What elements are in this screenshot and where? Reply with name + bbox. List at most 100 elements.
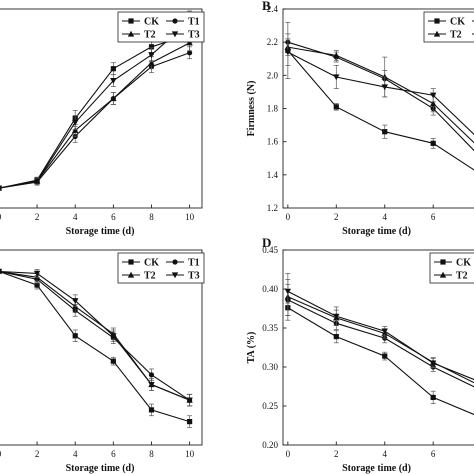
legend-label: T2: [450, 30, 462, 41]
y-tick-label: 0.25: [262, 401, 278, 411]
series-line: [287, 307, 474, 416]
legend-box: [117, 252, 205, 284]
plot-frame: [0, 8, 203, 209]
legend-swatch-marker: [433, 30, 441, 37]
x-tick-label: 4: [382, 449, 387, 459]
x-tick-label: 4: [73, 212, 78, 222]
series-ck: [285, 299, 474, 416]
data-point: [429, 360, 437, 367]
data-point: [34, 282, 40, 288]
series-line: [0, 270, 190, 401]
data-point: [110, 78, 117, 84]
panel-d: 0 2 4 6 0.20 0.25 0.30 0.35 0.40 0.45 Storage time…: [246, 235, 474, 474]
series-line: [287, 46, 474, 144]
x-axis-title: Storage time (d): [66, 226, 135, 237]
legend-swatch-marker: [128, 18, 134, 24]
series-t2: [0, 269, 193, 407]
data-point: [148, 59, 155, 66]
data-point: [110, 66, 116, 72]
x-axis-title: Storage time (d): [66, 463, 135, 474]
series-t3: [284, 279, 474, 381]
series-t1: [285, 33, 474, 152]
x-tick-label: 2: [35, 449, 40, 459]
data-point: [0, 186, 3, 191]
panel-a: 0 2 4 6 8 10 Storage time (d) CK T1 T2 T3: [0, 8, 205, 237]
x-axis-title: Storage time (d): [342, 463, 411, 474]
x-tick-label: 8: [149, 449, 154, 459]
series-line: [0, 20, 190, 189]
legend-label: T3: [188, 271, 200, 282]
x-tick-label: 6: [111, 449, 116, 459]
x-tick-label: 6: [431, 449, 436, 459]
data-point: [429, 92, 437, 99]
data-point: [381, 328, 388, 335]
data-point: [333, 104, 339, 110]
panel-c: 0 2 4 6 8 10 Storage time (d) CK T1 T2 T3: [0, 249, 205, 474]
legend-label: CK: [144, 17, 159, 28]
series-line: [287, 299, 474, 388]
y-tick-label: 2.2: [267, 37, 278, 47]
data-point: [33, 270, 41, 277]
legend-swatch-marker: [128, 259, 134, 265]
data-point: [110, 333, 117, 339]
data-point: [284, 49, 292, 56]
y-tick-label: 0.45: [262, 245, 278, 255]
data-point: [284, 288, 292, 295]
series-t1: [285, 283, 474, 388]
x-tick-label: 4: [73, 449, 78, 459]
data-point: [0, 268, 3, 273]
data-point: [33, 178, 41, 185]
x-tick-label: 0: [286, 449, 291, 459]
legend-box: [423, 11, 474, 43]
legend-swatch-marker: [127, 271, 135, 278]
legend-label: T1: [188, 17, 200, 28]
legend-label: CK: [144, 258, 159, 269]
data-point: [333, 52, 340, 59]
x-tick-label: 10: [185, 212, 195, 222]
y-tick-label: 2.4: [267, 4, 279, 14]
legend-box: [429, 252, 474, 284]
series-line: [0, 42, 190, 189]
y-tick-label: 2.0: [267, 70, 279, 80]
series-t1: [0, 269, 193, 407]
series-line: [0, 271, 190, 401]
x-tick-label: 0: [0, 449, 2, 459]
y-tick-label: 0.35: [262, 323, 278, 333]
series-t2: [0, 34, 193, 191]
panel-b: 0 2 4 6 1.2 1.4 1.6 1.8 2.0 2.2 2.4 Storage time (d…: [246, 0, 474, 237]
data-point: [187, 50, 193, 56]
y-tick-label: 1.2: [267, 203, 278, 213]
data-point: [187, 419, 193, 425]
data-point: [186, 39, 193, 46]
x-tick-label: 6: [431, 212, 436, 222]
data-point: [333, 333, 339, 340]
series-line: [0, 271, 190, 423]
data-point: [381, 84, 388, 91]
legend-swatch-marker: [439, 271, 447, 278]
data-point: [0, 185, 3, 190]
series-ck: [285, 21, 474, 171]
x-tick-label: 2: [334, 449, 339, 459]
data-point: [333, 313, 340, 320]
x-tick-label: 0: [286, 212, 291, 222]
data-point: [148, 381, 155, 388]
series-line: [0, 34, 190, 189]
panel-letter: D: [262, 235, 271, 250]
y-axis-title: TA (%): [246, 332, 257, 364]
data-point: [72, 333, 78, 339]
panel-letter: B: [262, 0, 271, 13]
legend-label: T3: [188, 30, 200, 41]
legend: CK T1 T2 T3: [117, 252, 205, 284]
data-point: [382, 353, 388, 359]
series-ck: [0, 26, 193, 191]
plot-frame: [282, 249, 474, 446]
data-point: [110, 358, 116, 364]
series-line: [287, 51, 474, 136]
legend-label: T1: [188, 258, 200, 269]
legend-swatch-marker: [171, 31, 179, 38]
series-line: [287, 50, 474, 171]
legend-label: T2: [144, 271, 156, 282]
